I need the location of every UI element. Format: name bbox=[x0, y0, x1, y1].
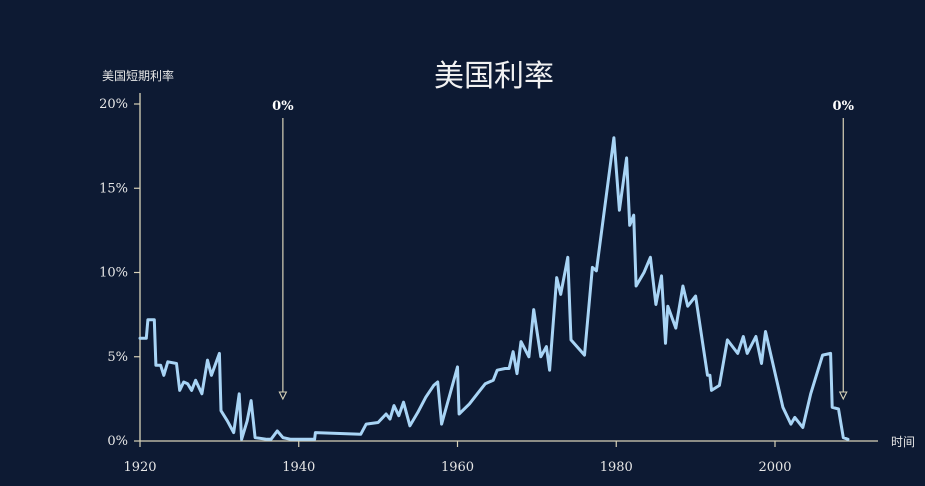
y-tick-label: 20% bbox=[99, 97, 128, 112]
y-ticks: 0% 5% 10% 15% 20% bbox=[99, 97, 140, 449]
annotation-arrow-head bbox=[838, 391, 848, 401]
annotation-label: 0% bbox=[272, 99, 294, 114]
y-tick-label: 15% bbox=[99, 181, 128, 196]
x-tick-label: 1940 bbox=[282, 460, 315, 475]
x-tick-label: 1960 bbox=[441, 460, 474, 475]
x-axis-label: 时间 bbox=[891, 435, 915, 449]
annotation-arrow-head bbox=[278, 391, 288, 401]
y-axis-label: 美国短期利率 bbox=[102, 68, 174, 83]
y-tick-label: 0% bbox=[107, 434, 128, 449]
x-ticks: 1920 1940 1960 1980 2000 bbox=[123, 441, 792, 475]
x-tick-label: 1920 bbox=[123, 460, 156, 475]
x-tick-label: 1980 bbox=[600, 460, 633, 475]
chart-title: 美国利率 bbox=[434, 59, 554, 94]
x-tick-label: 2000 bbox=[758, 460, 791, 475]
annotation-label: 0% bbox=[833, 99, 855, 114]
y-tick-label: 10% bbox=[99, 266, 128, 281]
series-group bbox=[138, 136, 850, 441]
y-tick-label: 5% bbox=[107, 350, 128, 365]
interest-rate-line bbox=[138, 136, 850, 441]
annotations: 0% 0% bbox=[272, 99, 855, 401]
